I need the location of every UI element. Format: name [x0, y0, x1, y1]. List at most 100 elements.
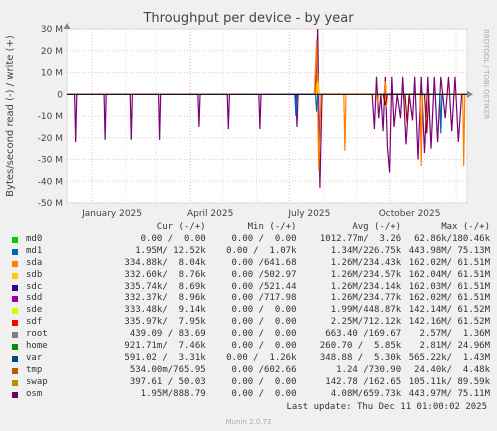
legend-swatch — [12, 296, 18, 303]
legend-avg: 1.26M/234.43k — [330, 257, 402, 268]
legend-swatch — [12, 379, 18, 386]
legend-avg: 1012.77m/ 3.26 — [319, 233, 402, 244]
legend-header: Cur (-/+) Min (-/+) Avg (-/+) Max (-/+) — [10, 222, 490, 234]
legend-table: Cur (-/+) Min (-/+) Avg (-/+) Max (-/+) … — [10, 222, 490, 401]
chart-title: Throughput per device - by year — [143, 11, 354, 26]
legend-swatch — [12, 308, 18, 315]
legend-cur: 334.88k/ 8.04k — [124, 257, 206, 268]
legend-max: 443.97M/ 75.11M — [408, 388, 490, 399]
y-tick-label: -50 M — [38, 199, 63, 209]
legend-min: 0.00 / 1.26k — [226, 352, 297, 363]
legend-min: 0.00 / 0.00 — [231, 317, 297, 328]
series-line-root — [382, 93, 430, 134]
legend-max: 62.86k/180.46k — [414, 233, 490, 244]
legend-cur: 397.61 / 50.03 — [129, 376, 206, 387]
legend-name: tmp — [26, 364, 43, 375]
y-tick-label: 0 — [57, 90, 63, 100]
rrdtool-credit: RRDTOOL / TOBI OETIKER — [482, 29, 490, 119]
y-axis-label: Bytes/second read (-) / write (+) — [5, 35, 16, 197]
munin-version: Munin 2.0.73 — [225, 418, 272, 426]
series-line-osm — [67, 28, 467, 188]
legend-cur: 439.09 / 83.69 — [129, 329, 206, 340]
legend-avg: 1.99M/448.87k — [330, 305, 402, 316]
legend-min: 0.00 /502.97 — [231, 269, 297, 280]
grid-lines — [67, 28, 467, 204]
legend-header-avg: Avg (-/+) — [352, 222, 402, 232]
legend-name: swap — [26, 376, 48, 387]
legend-cur: 333.48k/ 9.14k — [124, 305, 206, 316]
x-tick-label: January 2025 — [81, 209, 142, 219]
legend-name: sdc — [26, 281, 43, 292]
legend-swatch — [12, 391, 18, 398]
legend-row: sdf 335.97k/ 7.95k 0.00 / 0.00 2.25M/712.12… — [10, 317, 490, 329]
legend-max: 565.22k/ 1.43M — [408, 352, 490, 363]
legend-name: home — [26, 341, 48, 352]
legend-header-max: Max (-/+) — [441, 222, 490, 232]
legend-row: root 439.09 / 83.69 0.00 / 0.00 663.40 /169… — [10, 329, 490, 341]
y-tick-label: 30 M — [41, 25, 63, 35]
legend-name: sdf — [26, 317, 43, 328]
legend-min: 0.00 / 0.00 — [231, 233, 297, 244]
legend-cur: 0.00 / 0.00 — [140, 233, 206, 244]
legend-name: sdd — [26, 293, 43, 304]
legend-row: md0 0.00 / 0.00 0.00 / 0.00 1012.77m/ 3.26 6… — [10, 234, 490, 246]
x-tick-label: April 2025 — [187, 209, 233, 219]
legend-name: sda — [26, 257, 43, 268]
legend-swatch — [12, 248, 18, 255]
legend-swatch — [12, 367, 18, 374]
legend-cur: 332.60k/ 8.76k — [124, 269, 206, 280]
legend-swatch — [12, 272, 18, 279]
x-tick-label: October 2025 — [379, 209, 441, 219]
legend-row: sde 333.48k/ 9.14k 0.00 / 0.00 1.99M/448.87… — [10, 305, 490, 317]
legend-cur: 534.00m/765.95 — [129, 364, 206, 375]
legend-row: md1 1.95M/ 12.52k 0.00 / 1.07k 1.34M/226.75… — [10, 246, 490, 258]
legend-max: 24.40k/ 4.48k — [414, 364, 490, 375]
y-tick-label: 10 M — [41, 69, 63, 79]
legend-max: 162.02M/ 61.51M — [408, 257, 490, 268]
legend-cur: 591.02 / 3.31k — [124, 352, 206, 363]
legend-cur: 921.71m/ 7.46k — [124, 341, 206, 352]
legend-max: 2.57M/ 1.36M — [419, 329, 490, 340]
legend-header-cur: Cur (-/+) — [156, 222, 206, 232]
legend-name: md0 — [26, 233, 43, 244]
legend-name: root — [26, 329, 48, 340]
series-line-md1 — [294, 93, 443, 134]
legend-header-min: Min (-/+) — [247, 222, 297, 232]
legend-min: 0.00 /602.66 — [231, 364, 297, 375]
legend-max: 162.03M/ 61.51M — [408, 281, 490, 292]
legend-row: sdb 332.60k/ 8.76k 0.00 /502.97 1.26M/234.5… — [10, 270, 490, 282]
legend-swatch — [12, 284, 18, 291]
legend-swatch — [12, 320, 18, 327]
legend-max: 105.11k/ 89.59k — [408, 376, 490, 387]
legend-avg: 260.70 / 5.85k — [319, 341, 402, 352]
series-line-sdb — [316, 81, 320, 95]
legend-min: 0.00 /641.68 — [231, 257, 297, 268]
legend-avg: 142.78 /162.65 — [325, 376, 402, 387]
legend-avg: 2.25M/712.12k — [330, 317, 402, 328]
legend-max: 443.98M/ 75.13M — [408, 245, 490, 256]
legend-min: 0.00 / 0.00 — [231, 376, 297, 387]
legend-avg: 348.88 / 5.30k — [319, 352, 402, 363]
legend-min: 0.00 / 1.07k — [226, 245, 297, 256]
legend-min: 0.00 / 0.00 — [231, 388, 297, 399]
legend-min: 0.00 / 0.00 — [231, 305, 297, 316]
legend-max: 162.04M/ 61.51M — [408, 269, 490, 280]
legend-min: 0.00 / 0.00 — [231, 341, 297, 352]
legend-max: 142.16M/ 61.52M — [408, 317, 490, 328]
x-tick-label: July 2025 — [287, 209, 330, 219]
legend-row: swap 397.61 / 50.03 0.00 / 0.00 142.78 /162… — [10, 377, 490, 389]
legend-swatch — [12, 260, 18, 267]
legend-row: var 591.02 / 3.31k 0.00 / 1.26k 348.88 / 5.… — [10, 353, 490, 365]
legend-cur: 332.37k/ 8.96k — [124, 293, 206, 304]
legend-name: md1 — [26, 245, 43, 256]
legend-cur: 1.95M/888.79 — [140, 388, 206, 399]
legend-min: 0.00 / 0.00 — [231, 329, 297, 340]
legend-name: sde — [26, 305, 43, 316]
x-axis-arrow-icon — [467, 90, 473, 98]
y-tick-label: -20 M — [38, 134, 63, 144]
y-tick-label: -10 M — [38, 112, 63, 122]
legend-avg: 1.24 /730.90 — [336, 364, 402, 375]
legend-row: sda 334.88k/ 8.04k 0.00 /641.68 1.26M/234.4… — [10, 258, 490, 270]
legend-avg: 663.40 /169.67 — [325, 329, 402, 340]
legend-avg: 1.26M/234.57k — [330, 269, 402, 280]
